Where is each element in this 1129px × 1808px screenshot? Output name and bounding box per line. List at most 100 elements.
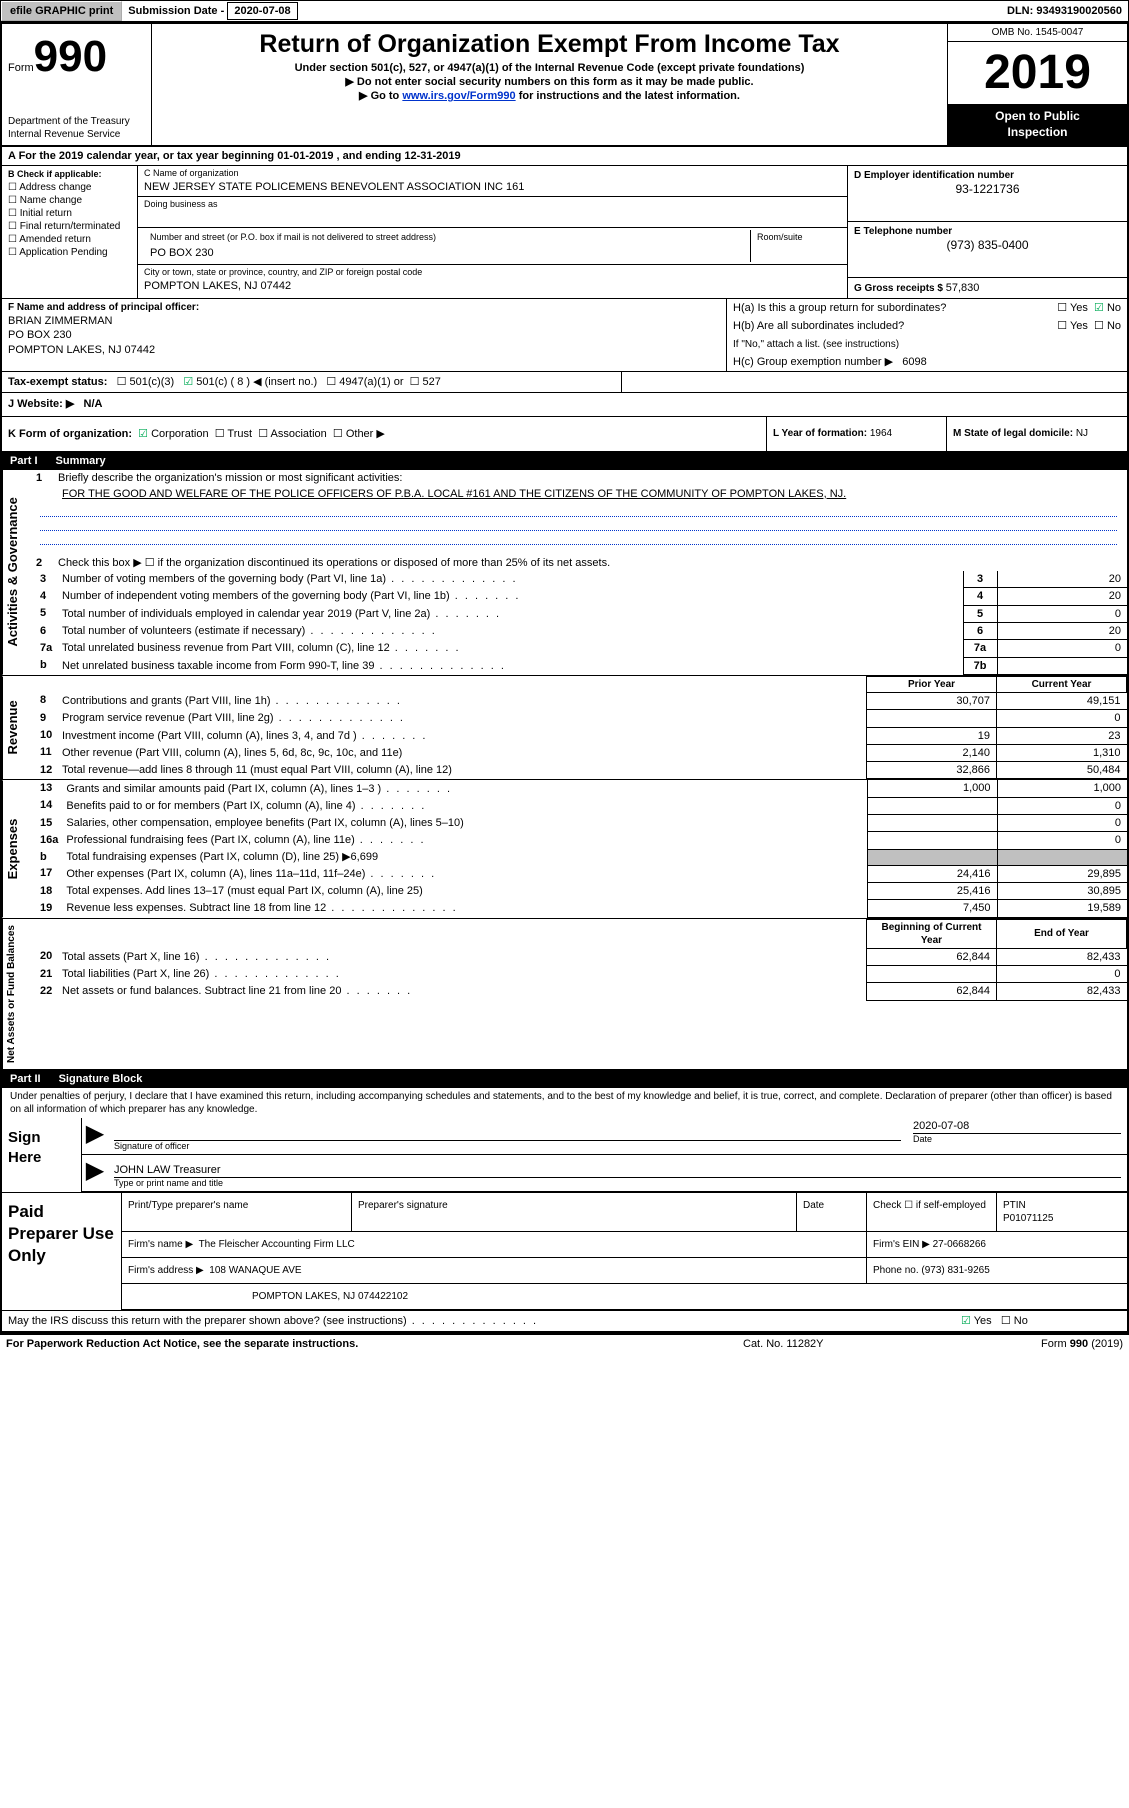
submission-date-value: 2020-07-08	[227, 2, 297, 20]
ptin-value: P01071125	[1003, 1213, 1053, 1224]
expenses-section: Expenses 13Grants and similar amounts pa…	[2, 780, 1127, 918]
tax-year: 2019	[948, 42, 1127, 105]
chk-final-return[interactable]: Final return/terminated	[8, 220, 131, 233]
section-f-h: F Name and address of principal officer:…	[2, 299, 1127, 372]
revenue-table: Prior YearCurrent Year 8Contributions an…	[30, 676, 1127, 779]
table-row: 14Benefits paid to or for members (Part …	[30, 797, 1127, 814]
table-row: 17Other expenses (Part IX, column (A), l…	[30, 865, 1127, 882]
chk-4947a1[interactable]: 4947(a)(1) or	[326, 376, 403, 388]
firm-ein: 27-0668266	[933, 1239, 986, 1250]
website-value: N/A	[84, 398, 103, 410]
catalog-number: Cat. No. 11282Y	[743, 1337, 943, 1351]
chk-application-pending[interactable]: Application Pending	[8, 246, 131, 259]
form-note-2: ▶ Go to www.irs.gov/Form990 for instruct…	[158, 89, 941, 103]
chk-527[interactable]: 527	[410, 376, 441, 388]
signature-block: Under penalties of perjury, I declare th…	[2, 1088, 1127, 1193]
chk-trust[interactable]: Trust	[215, 428, 252, 440]
table-row: 7aTotal unrelated business revenue from …	[30, 640, 1127, 657]
form-version: Form 990 (2019)	[943, 1337, 1123, 1351]
efile-toolbar: efile GRAPHIC print Submission Date - 20…	[0, 0, 1129, 22]
section-c-org-info: C Name of organization NEW JERSEY STATE …	[138, 166, 847, 298]
irs-form990-link[interactable]: www.irs.gov/Form990	[402, 90, 515, 102]
form-990-document: Form990 Department of the Treasury Inter…	[0, 22, 1129, 1335]
table-row: 6Total number of volunteers (estimate if…	[30, 623, 1127, 640]
chk-501c-checked[interactable]: 501(c) ( 8 ) ◀ (insert no.)	[183, 376, 317, 388]
discuss-no[interactable]: No	[1001, 1315, 1028, 1327]
h-b-yes[interactable]: Yes	[1057, 320, 1088, 332]
table-row: bNet unrelated business taxable income f…	[30, 657, 1127, 674]
chk-corporation-checked[interactable]: Corporation	[138, 428, 208, 440]
paid-preparer-label: Paid Preparer Use Only	[2, 1193, 122, 1310]
chk-address-change[interactable]: Address change	[8, 181, 131, 194]
part-2-header: Part II Signature Block	[2, 1070, 1127, 1088]
mission-description: FOR THE GOOD AND WELFARE OF THE POLICE O…	[30, 487, 1127, 503]
section-i-tax-exempt: Tax-exempt status: 501(c)(3) 501(c) ( 8 …	[2, 372, 1127, 393]
dba-value	[144, 211, 841, 225]
chk-amended-return[interactable]: Amended return	[8, 233, 131, 246]
firm-name: The Fleischer Accounting Firm LLC	[199, 1239, 355, 1250]
table-row: 18Total expenses. Add lines 13–17 (must …	[30, 883, 1127, 900]
signature-officer-field[interactable]: Signature of officer	[108, 1118, 907, 1154]
h-a-yes[interactable]: Yes	[1057, 302, 1088, 314]
state-domicile: M State of legal domicile: NJ	[947, 417, 1127, 451]
table-row: 19Revenue less expenses. Subtract line 1…	[30, 900, 1127, 917]
ein-value: 93-1221736	[854, 182, 1121, 198]
firm-phone: (973) 831-9265	[921, 1265, 989, 1276]
paperwork-notice: For Paperwork Reduction Act Notice, see …	[6, 1337, 743, 1351]
desc-underline	[40, 531, 1117, 545]
form-header: Form990 Department of the Treasury Inter…	[2, 24, 1127, 147]
org-street: PO BOX 230	[144, 246, 750, 262]
activities-governance-section: Activities & Governance 1Briefly describ…	[2, 470, 1127, 676]
section-k-l-m: K Form of organization: Corporation Trus…	[2, 417, 1127, 452]
chk-other[interactable]: Other ▶	[333, 428, 385, 440]
submission-date-label: Submission Date - 2020-07-08	[122, 1, 303, 21]
h-a-no-checked[interactable]: No	[1094, 302, 1121, 314]
table-row: bTotal fundraising expenses (Part IX, co…	[30, 849, 1127, 865]
table-row: 4Number of independent voting members of…	[30, 588, 1127, 605]
signature-date: 2020-07-08 Date	[907, 1118, 1127, 1154]
revenue-section: Revenue Prior YearCurrent Year 8Contribu…	[2, 676, 1127, 780]
telephone-value: (973) 835-0400	[854, 238, 1121, 254]
vtab-activities-governance: Activities & Governance	[2, 470, 30, 675]
net-assets-table: Beginning of Current YearEnd of Year 20T…	[30, 919, 1127, 1001]
vtab-expenses: Expenses	[2, 780, 30, 917]
table-row: 21Total liabilities (Part X, line 26)0	[30, 966, 1127, 983]
efile-graphic-print-button[interactable]: efile GRAPHIC print	[1, 1, 122, 21]
table-row: 20Total assets (Part X, line 16)62,84482…	[30, 948, 1127, 965]
table-row: 13Grants and similar amounts paid (Part …	[30, 780, 1127, 797]
vtab-revenue: Revenue	[2, 676, 30, 779]
h-b-no[interactable]: No	[1094, 320, 1121, 332]
table-row: 12Total revenue—add lines 8 through 11 (…	[30, 762, 1127, 779]
form-subtitle: Under section 501(c), 527, or 4947(a)(1)…	[158, 61, 941, 75]
table-row: 8Contributions and grants (Part VIII, li…	[30, 692, 1127, 709]
part-1-header: Part I Summary	[2, 452, 1127, 470]
chk-name-change[interactable]: Name change	[8, 194, 131, 207]
expenses-table: 13Grants and similar amounts paid (Part …	[30, 780, 1127, 917]
page-footer: For Paperwork Reduction Act Notice, see …	[0, 1335, 1129, 1353]
table-row: 11Other revenue (Part VIII, column (A), …	[30, 744, 1127, 761]
group-exemption-number: 6098	[902, 356, 926, 368]
section-j-website: J Website: ▶ N/A	[2, 393, 1127, 416]
table-row: 5Total number of individuals employed in…	[30, 605, 1127, 622]
dln-value: 93493190020560	[1036, 5, 1122, 17]
officer-name: BRIAN ZIMMERMAN	[8, 314, 720, 328]
signer-name-field: JOHN LAW Treasurer Type or print name an…	[108, 1155, 1127, 1191]
section-f-officer: F Name and address of principal officer:…	[2, 299, 727, 371]
firm-addr1: 108 WANAQUE AVE	[209, 1265, 301, 1276]
section-h-group: H(a) Is this a group return for subordin…	[727, 299, 1127, 371]
table-row: 3Number of voting members of the governi…	[30, 571, 1127, 588]
open-to-public: Open to Public Inspection	[948, 105, 1127, 144]
chk-501c3[interactable]: 501(c)(3)	[117, 376, 175, 388]
governance-table: 3Number of voting members of the governi…	[30, 571, 1127, 675]
section-d-e-g: D Employer identification number 93-1221…	[847, 166, 1127, 298]
vtab-net-assets: Net Assets or Fund Balances	[2, 919, 30, 1069]
row-a-tax-year: A For the 2019 calendar year, or tax yea…	[2, 147, 1127, 166]
chk-initial-return[interactable]: Initial return	[8, 207, 131, 220]
discuss-yes-checked[interactable]: Yes	[961, 1315, 992, 1327]
header-left: Form990 Department of the Treasury Inter…	[2, 24, 152, 145]
officer-addr1: PO BOX 230	[8, 328, 720, 342]
room-suite-label: Room/suite	[751, 230, 841, 262]
gross-receipts-value: 57,830	[946, 282, 980, 294]
chk-association[interactable]: Association	[258, 428, 327, 440]
sign-here-label: Sign Here	[2, 1118, 82, 1192]
